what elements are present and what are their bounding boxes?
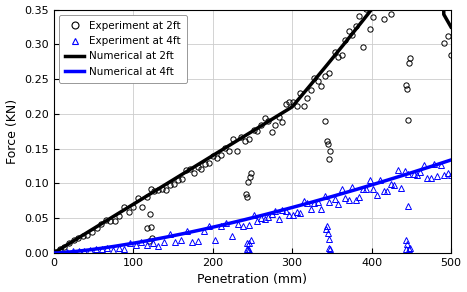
Legend: Experiment at 2ft, Experiment at 4ft, Numerical at 2ft, Numerical at 4ft: Experiment at 2ft, Experiment at 4ft, Nu… bbox=[59, 15, 187, 83]
Y-axis label: Force (KN): Force (KN) bbox=[6, 99, 19, 164]
X-axis label: Penetration (mm): Penetration (mm) bbox=[198, 273, 307, 286]
